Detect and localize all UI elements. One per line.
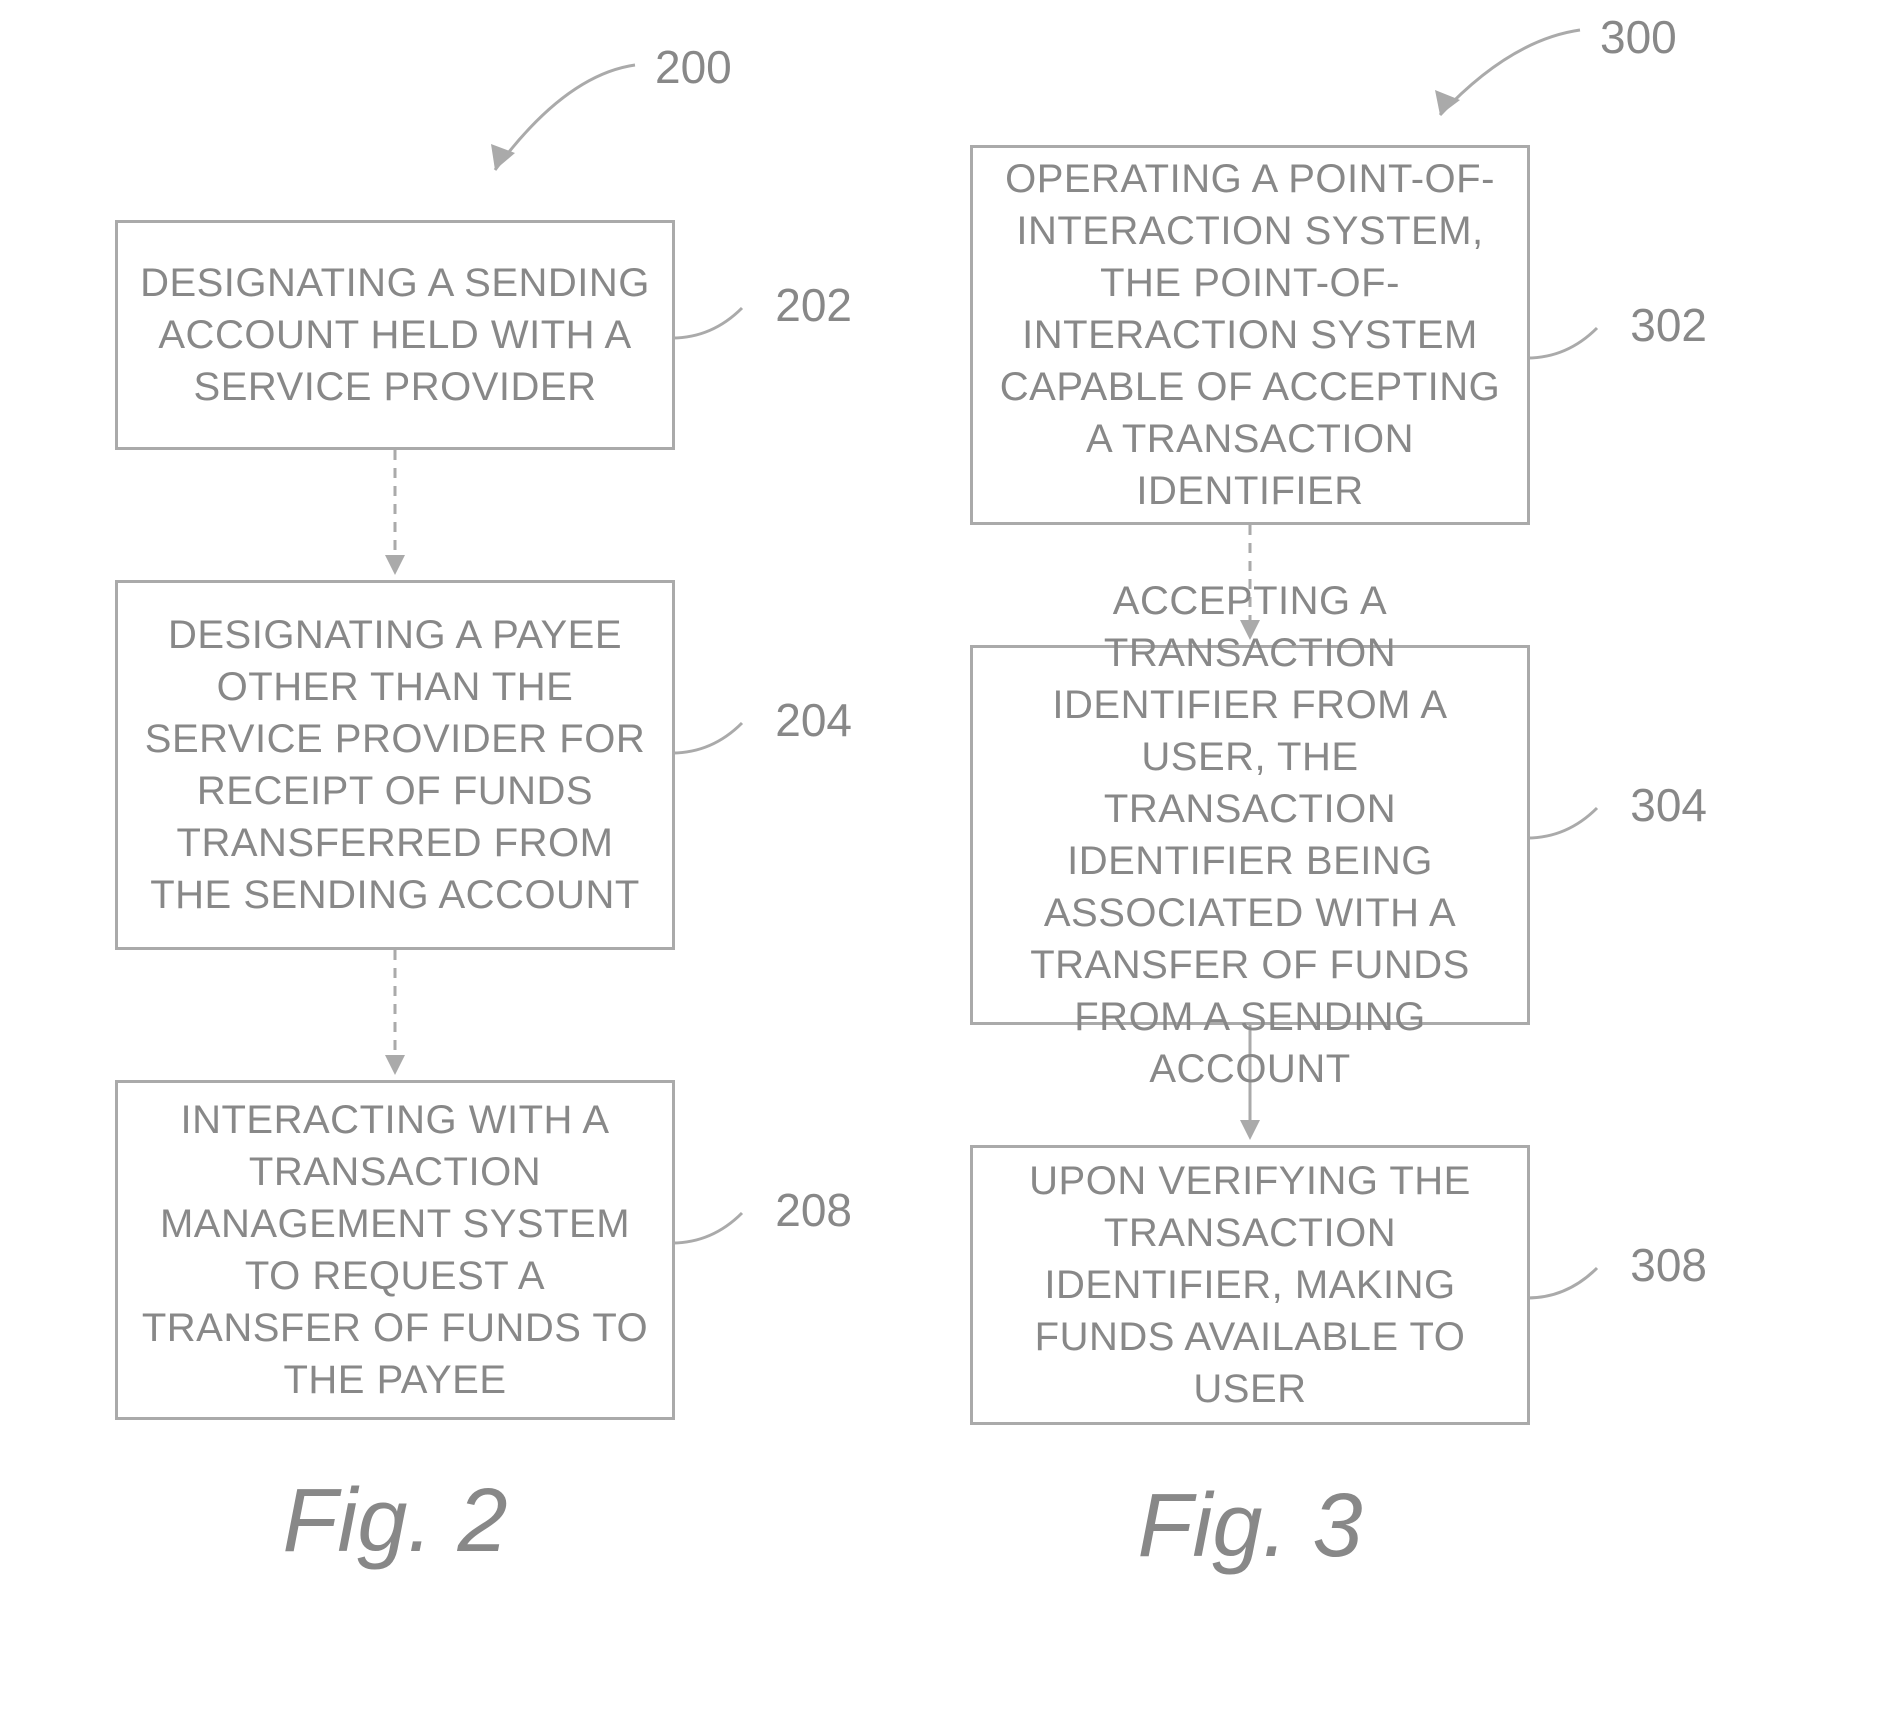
ref-arrow-300	[1410, 10, 1610, 140]
ref-label-304: 304	[1630, 778, 1707, 832]
ref-leader-208	[672, 1203, 772, 1263]
ref-label-200: 200	[655, 40, 732, 94]
connector-202-204	[375, 450, 415, 580]
ref-label-204: 204	[775, 693, 852, 747]
flowchart-box-204: DESIGNATING A PAYEE OTHER THAN THE SERVI…	[115, 580, 675, 950]
ref-leader-204	[672, 713, 772, 773]
ref-arrow-200	[465, 45, 665, 195]
flowchart-box-308: UPON VERIFYING THE TRANSACTION IDENTIFIE…	[970, 1145, 1530, 1425]
ref-leader-308	[1527, 1258, 1627, 1318]
ref-leader-202	[672, 298, 772, 358]
figure-2: 200 DESIGNATING A SENDING ACCOUNT HELD W…	[115, 220, 675, 1573]
box-text-208: INTERACTING WITH A TRANSACTION MANAGEMEN…	[138, 1094, 652, 1406]
box-text-302: OPERATING A POINT-OF-INTERACTION SYSTEM,…	[993, 153, 1507, 517]
box-text-202: DESIGNATING A SENDING ACCOUNT HELD WITH …	[138, 257, 652, 413]
box-text-308: UPON VERIFYING THE TRANSACTION IDENTIFIE…	[993, 1155, 1507, 1415]
ref-leader-304	[1527, 798, 1627, 858]
ref-leader-302	[1527, 318, 1627, 378]
box-text-304: ACCEPTING A TRANSACTION IDENTIFIER FROM …	[993, 575, 1507, 1095]
box-text-204: DESIGNATING A PAYEE OTHER THAN THE SERVI…	[138, 609, 652, 921]
connector-204-208	[375, 950, 415, 1080]
figure-3-caption: Fig. 3	[1137, 1475, 1362, 1578]
ref-label-302: 302	[1630, 298, 1707, 352]
flowchart-box-202: DESIGNATING A SENDING ACCOUNT HELD WITH …	[115, 220, 675, 450]
ref-label-300: 300	[1600, 10, 1677, 64]
flowchart-box-208: INTERACTING WITH A TRANSACTION MANAGEMEN…	[115, 1080, 675, 1420]
flowchart-box-302: OPERATING A POINT-OF-INTERACTION SYSTEM,…	[970, 145, 1530, 525]
ref-label-208: 208	[775, 1183, 852, 1237]
ref-label-308: 308	[1630, 1238, 1707, 1292]
flowchart-box-304: ACCEPTING A TRANSACTION IDENTIFIER FROM …	[970, 645, 1530, 1025]
ref-label-202: 202	[775, 278, 852, 332]
figure-2-caption: Fig. 2	[282, 1470, 507, 1573]
figure-3: 300 OPERATING A POINT-OF-INTERACTION SYS…	[970, 145, 1530, 1578]
